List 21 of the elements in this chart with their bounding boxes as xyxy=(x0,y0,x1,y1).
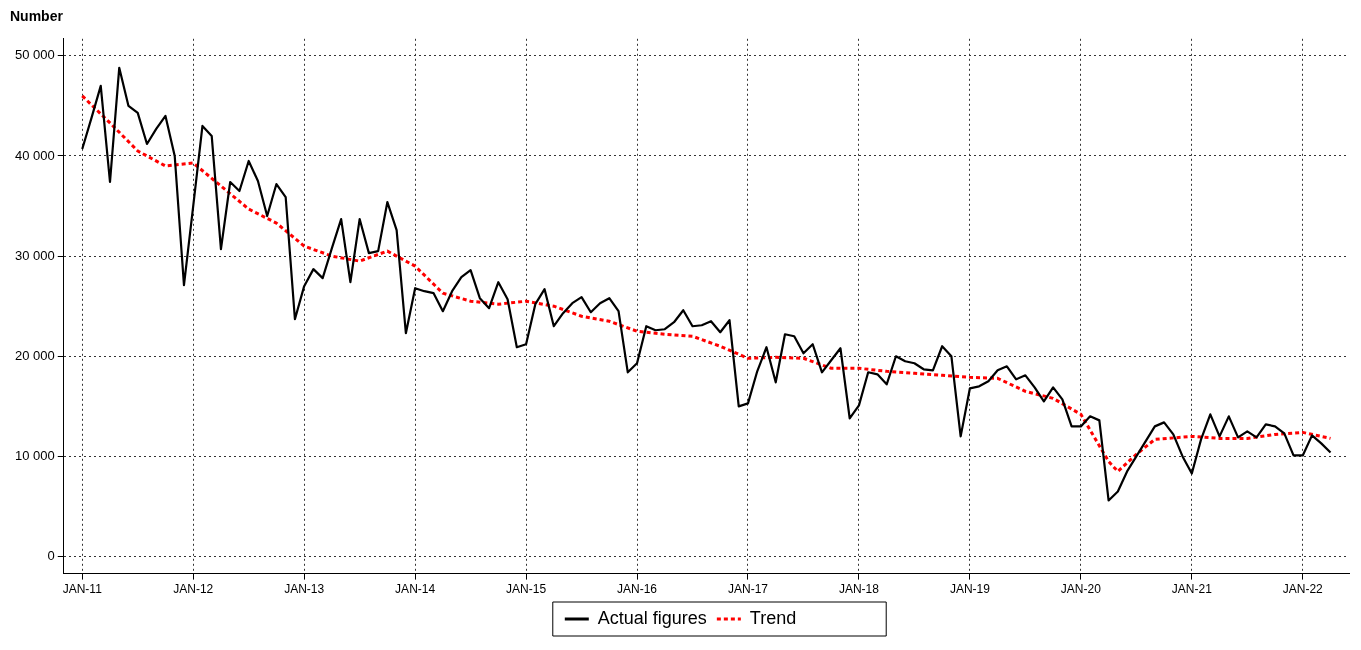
x-tick-label: JAN-21 xyxy=(1171,582,1213,597)
y-axis-title: Number xyxy=(10,8,64,24)
x-tick-label: JAN-20 xyxy=(1060,582,1102,597)
y-tick-label: 30 000 xyxy=(15,247,55,263)
y-tick-label: 20 000 xyxy=(15,347,55,363)
y-tick-label: 0 xyxy=(47,548,55,564)
y-tick-label: 50 000 xyxy=(15,47,55,63)
x-tick-label: JAN-14 xyxy=(395,582,436,597)
x-tick-label: JAN-19 xyxy=(949,582,991,597)
x-tick-label: JAN-15 xyxy=(506,582,547,597)
x-tick-label: JAN-16 xyxy=(617,582,658,597)
x-tick-label: JAN-22 xyxy=(1282,582,1324,597)
y-tick-label: 40 000 xyxy=(15,147,55,163)
y-tick-label: 10 000 xyxy=(15,448,55,463)
x-tick-label: JAN-12 xyxy=(173,582,214,597)
legend-label: Trend xyxy=(749,607,797,628)
x-tick-label: JAN-13 xyxy=(284,582,325,597)
x-tick-label: JAN-18 xyxy=(838,582,880,597)
x-tick-label: JAN-11 xyxy=(62,582,103,597)
x-tick-label: JAN-17 xyxy=(727,582,769,597)
legend-label: Actual figures xyxy=(597,607,707,628)
